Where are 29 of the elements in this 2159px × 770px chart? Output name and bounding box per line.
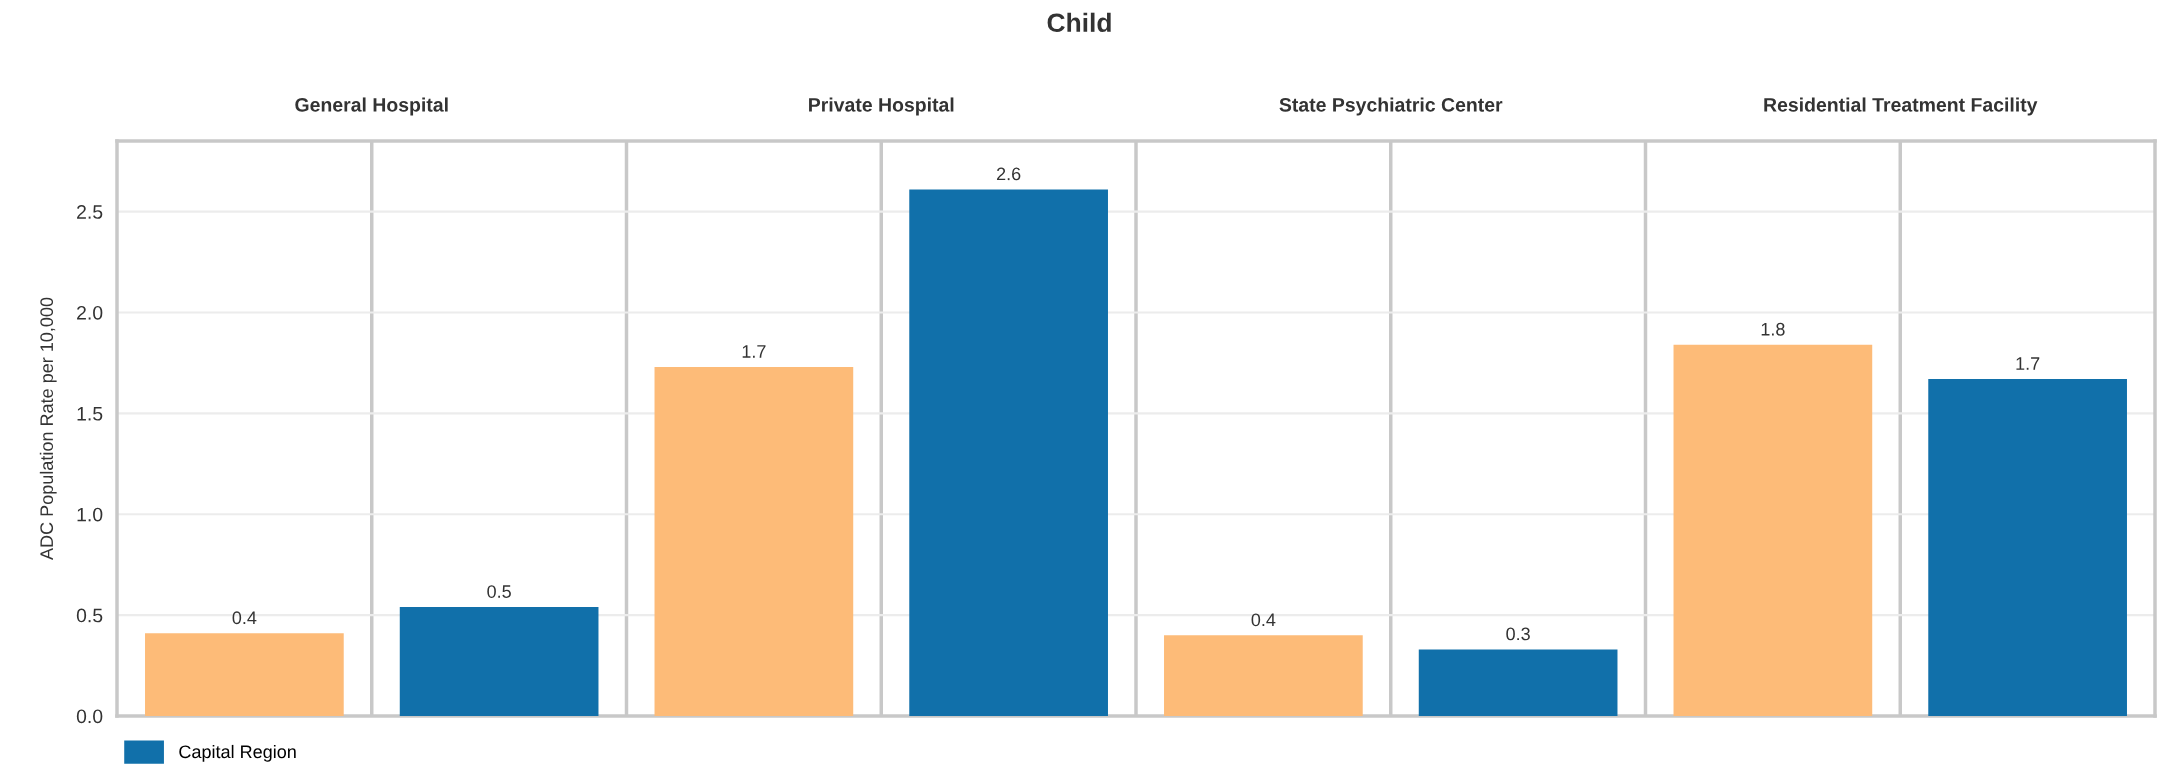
bar xyxy=(399,607,599,716)
y-tick-label: 2.0 xyxy=(77,305,103,320)
data-label: 0.5 xyxy=(487,585,511,598)
y-tick-label: 1.5 xyxy=(77,407,103,421)
y-tick-label: 0.0 xyxy=(76,709,103,724)
data-label: 1.8 xyxy=(1761,322,1785,336)
bar xyxy=(145,633,344,716)
data-label: 1.7 xyxy=(2016,357,2040,370)
bar xyxy=(1164,635,1363,716)
y-tick-label: 2.5 xyxy=(77,205,103,219)
data-label: 2.6 xyxy=(996,167,1021,181)
y-tick-label: 0.5 xyxy=(76,608,103,623)
data-label: 0.4 xyxy=(232,611,257,625)
y-axis-title: ADC Population Rate per 10,000 xyxy=(39,297,57,560)
data-label: 0.3 xyxy=(1506,627,1530,641)
data-label: 1.7 xyxy=(742,345,766,358)
y-tick-label: 1.0 xyxy=(77,507,103,522)
bar xyxy=(909,189,1108,716)
text: Residential Treatment Facility xyxy=(1764,97,2038,116)
bar xyxy=(654,366,854,716)
text: Private Hospital xyxy=(809,97,954,116)
bar xyxy=(1418,649,1618,716)
text: General Hospital xyxy=(295,97,448,116)
data-label: 0.4 xyxy=(1251,613,1276,627)
bar xyxy=(1673,344,1873,716)
legend-label: Capital Region xyxy=(179,744,296,762)
bar xyxy=(1928,379,2127,716)
text: State Psychiatric Center xyxy=(1279,97,1503,116)
chart-title: Child xyxy=(1047,12,1111,33)
